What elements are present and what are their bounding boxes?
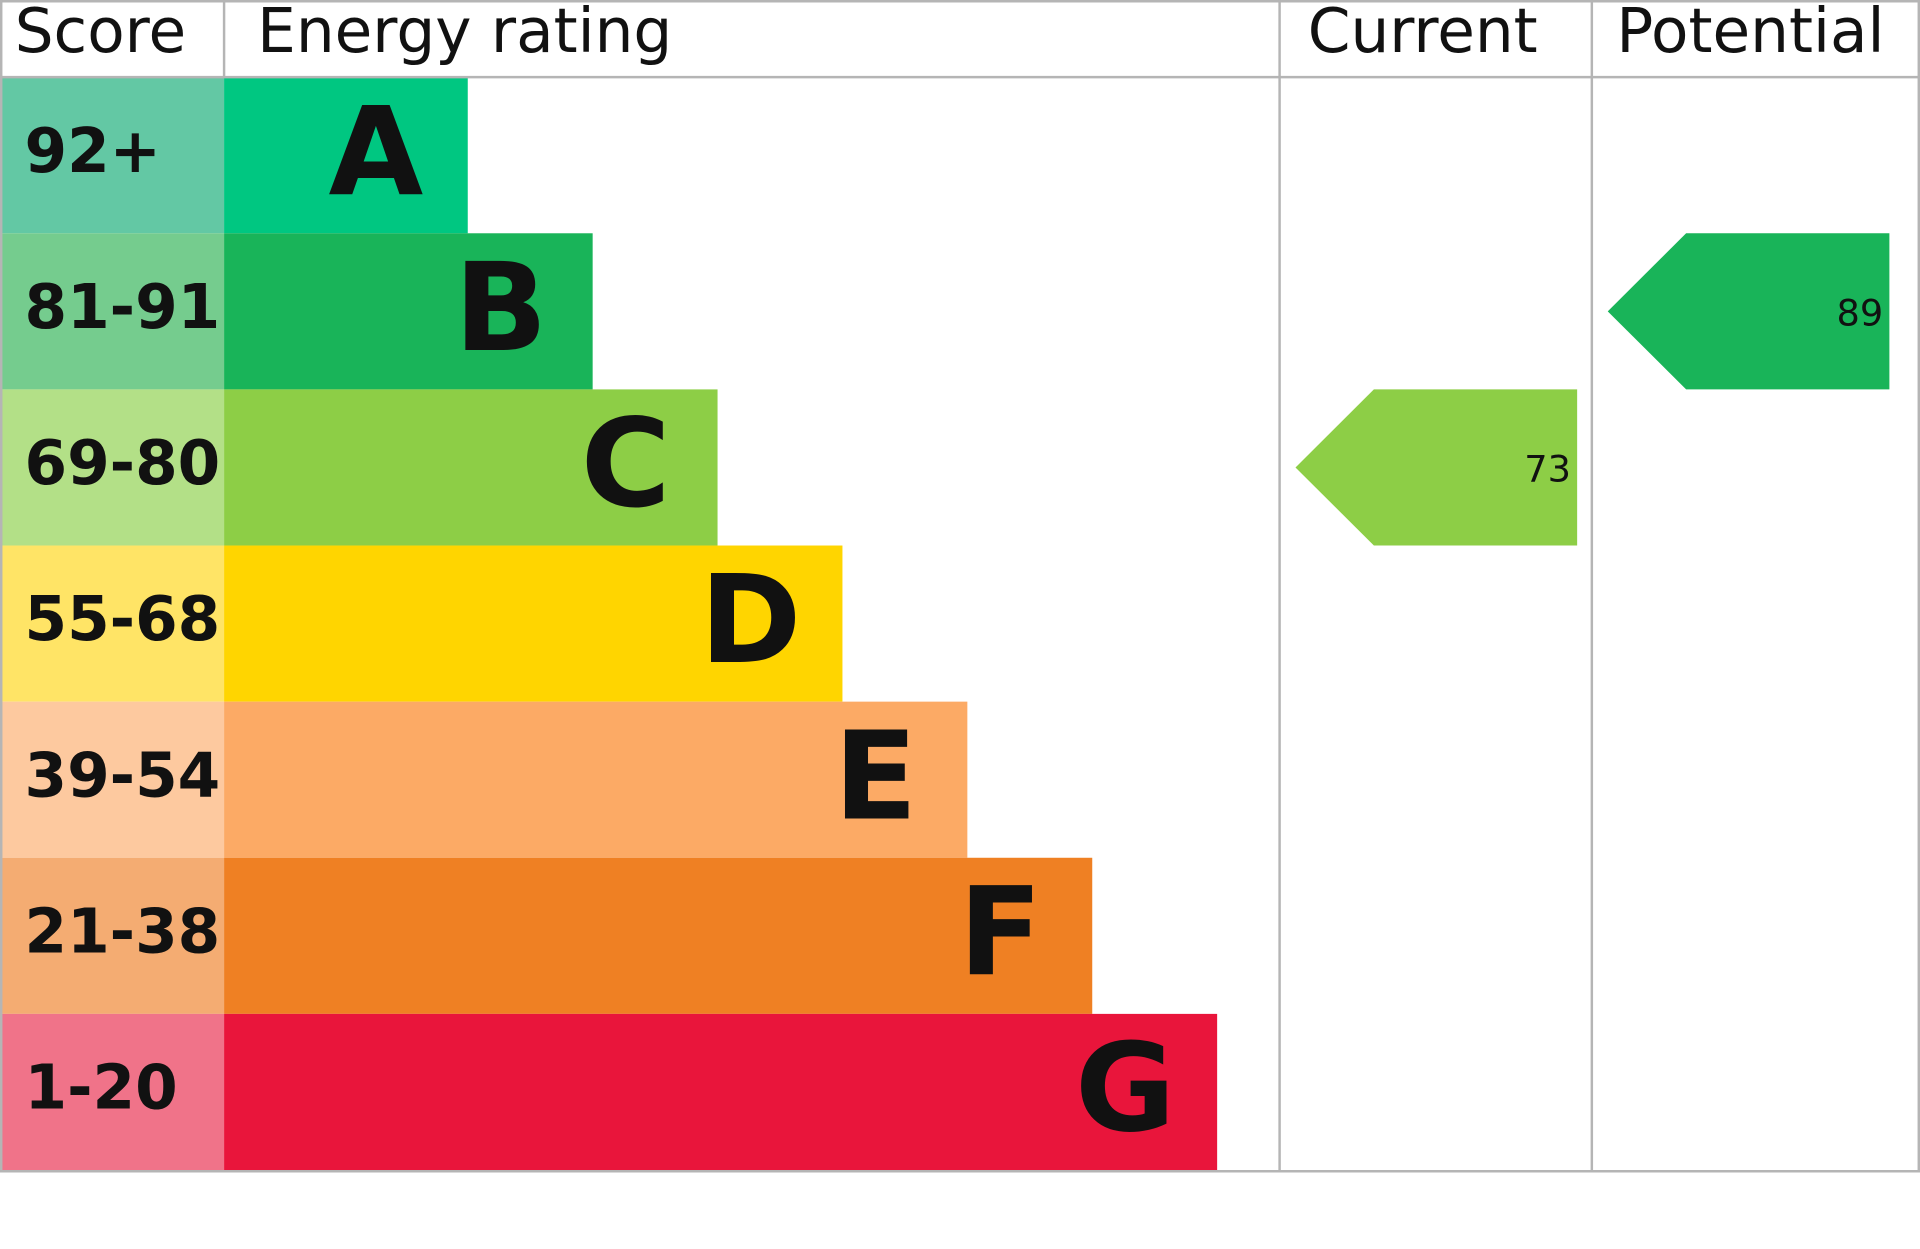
rating-bar xyxy=(224,233,593,390)
column-header: Energy rating xyxy=(257,0,672,67)
rating-letter: D xyxy=(700,548,802,691)
rating-letter: A xyxy=(329,80,424,223)
score-cell xyxy=(0,545,225,702)
score-label: 55-68 xyxy=(24,584,220,655)
score-label: 69-80 xyxy=(24,428,220,499)
potential-value: 89 xyxy=(1837,292,1884,335)
rating-letter: F xyxy=(959,860,1043,1003)
rating-letter: G xyxy=(1075,1017,1176,1160)
column-header: Current xyxy=(1308,0,1538,67)
current-arrow xyxy=(1295,389,1578,546)
rating-letter: E xyxy=(834,704,918,847)
column-header: Score xyxy=(15,0,186,67)
rating-bar xyxy=(224,77,468,234)
score-cell xyxy=(0,857,225,1014)
column-header: Potential xyxy=(1616,0,1884,67)
current-value: 73 xyxy=(1524,448,1571,491)
score-cell xyxy=(0,233,225,390)
score-cell xyxy=(0,77,225,234)
rating-bar xyxy=(224,1013,1218,1171)
rating-bar xyxy=(224,389,718,546)
score-cell xyxy=(0,1013,225,1171)
score-cell xyxy=(0,701,225,858)
rating-letter: B xyxy=(454,236,547,379)
rating-bar xyxy=(224,701,968,858)
score-label: 21-38 xyxy=(24,896,220,967)
score-label: 92+ xyxy=(24,116,161,187)
rating-bar xyxy=(224,857,1093,1014)
potential-arrow xyxy=(1607,233,1890,390)
score-label: 81-91 xyxy=(24,272,220,343)
score-cell xyxy=(0,389,225,546)
rating-bar xyxy=(224,545,843,702)
rating-letter: C xyxy=(581,392,671,535)
score-label: 39-54 xyxy=(24,740,220,811)
score-label: 1-20 xyxy=(24,1053,177,1124)
